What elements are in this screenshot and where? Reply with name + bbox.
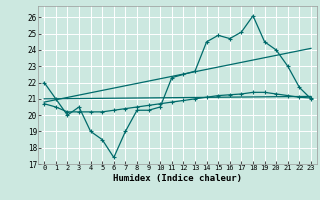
X-axis label: Humidex (Indice chaleur): Humidex (Indice chaleur) bbox=[113, 174, 242, 183]
